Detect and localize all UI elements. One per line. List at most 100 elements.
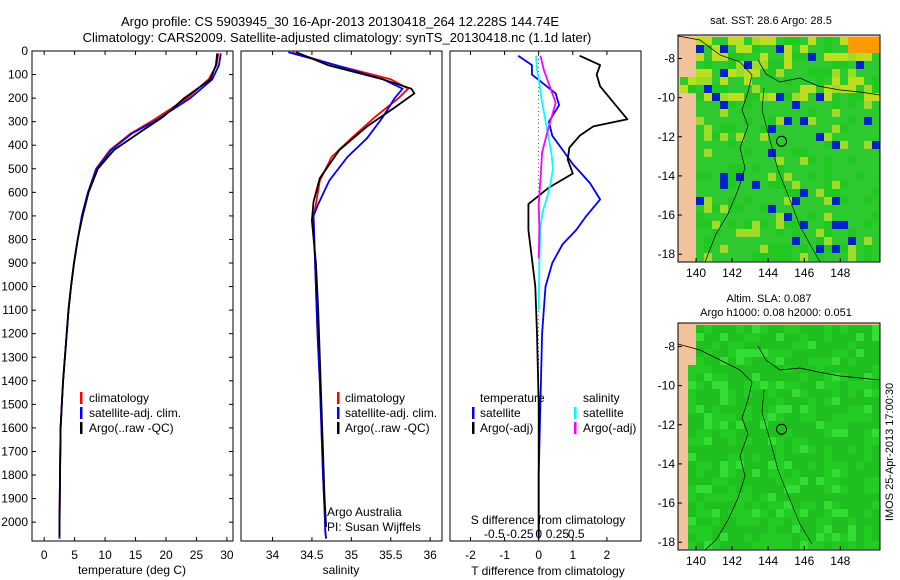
sst-cell bbox=[848, 205, 857, 214]
sst-cell bbox=[792, 125, 801, 134]
sla-cell bbox=[824, 397, 833, 406]
sst-cell bbox=[768, 125, 777, 134]
sla-cell bbox=[776, 357, 785, 366]
sst-cell bbox=[848, 125, 857, 134]
sst-map-frame bbox=[677, 34, 881, 263]
sla-cell bbox=[784, 397, 793, 406]
sla-cell bbox=[728, 389, 737, 398]
sst-cell bbox=[712, 149, 721, 158]
sla-cell bbox=[736, 325, 745, 334]
sst-cell bbox=[800, 245, 809, 254]
sst-cell bbox=[784, 181, 793, 190]
sla-cell bbox=[768, 533, 777, 542]
sst-cell bbox=[760, 69, 769, 78]
sla-cell bbox=[712, 509, 721, 518]
sst-cell bbox=[824, 189, 833, 198]
sst-cell bbox=[872, 109, 881, 118]
sla-cell bbox=[848, 349, 857, 358]
sla-cell bbox=[792, 525, 801, 534]
sla-cell bbox=[816, 445, 825, 454]
sst-cell bbox=[856, 61, 865, 70]
sst-cell bbox=[816, 61, 825, 70]
temperature-series-argo-raw-qc bbox=[58, 53, 219, 537]
sst-cell bbox=[760, 189, 769, 198]
sla-cell bbox=[792, 437, 801, 446]
sst-cell bbox=[744, 133, 753, 142]
sst-cell bbox=[728, 229, 737, 238]
sst-cell bbox=[872, 69, 881, 78]
sst-cell bbox=[784, 141, 793, 150]
sst-cell bbox=[840, 173, 849, 182]
sst-cell bbox=[840, 189, 849, 198]
sst-cell bbox=[720, 69, 729, 78]
sst-cell bbox=[848, 173, 857, 182]
sst-cell bbox=[808, 197, 817, 206]
sla-cell bbox=[808, 373, 817, 382]
sla-cell bbox=[768, 541, 777, 550]
sla-cell bbox=[760, 413, 769, 422]
depth-tick-label: 1300 bbox=[1, 350, 28, 364]
sst-cell bbox=[776, 213, 785, 222]
sla-cell bbox=[856, 453, 865, 462]
sst-cell bbox=[696, 45, 705, 54]
sla-cell bbox=[816, 389, 825, 398]
sst-cell bbox=[776, 157, 785, 166]
sst-cell bbox=[800, 45, 809, 54]
sst-cell bbox=[712, 53, 721, 62]
sst-cell bbox=[768, 77, 777, 86]
sst-cell bbox=[808, 133, 817, 142]
sla-cell bbox=[696, 381, 705, 390]
sla-cell bbox=[832, 373, 841, 382]
sst-cell bbox=[776, 205, 785, 214]
sla-cell bbox=[864, 397, 873, 406]
sla-cell bbox=[752, 517, 761, 526]
sla-cell bbox=[816, 501, 825, 510]
sst-cell bbox=[696, 149, 705, 158]
sla-cell bbox=[816, 365, 825, 374]
sst-cell bbox=[760, 93, 769, 102]
sst-cell bbox=[760, 37, 769, 46]
sla-cell bbox=[712, 469, 721, 478]
sst-cell bbox=[864, 45, 873, 54]
sst-cell bbox=[864, 165, 873, 174]
sla-cell bbox=[792, 509, 801, 518]
sla-cell bbox=[704, 413, 713, 422]
sst-cell bbox=[776, 221, 785, 230]
sst-cell bbox=[840, 109, 849, 118]
sst-cell bbox=[696, 141, 705, 150]
sla-cell bbox=[776, 453, 785, 462]
sla-cell bbox=[824, 381, 833, 390]
sla-cell bbox=[696, 373, 705, 382]
sst-cell bbox=[816, 85, 825, 94]
depth-tick-label: 1600 bbox=[1, 421, 28, 435]
sla-cell bbox=[824, 533, 833, 542]
sst-cell bbox=[712, 109, 721, 118]
sla-cell bbox=[784, 325, 793, 334]
sst-cell bbox=[832, 157, 841, 166]
sla-cell bbox=[832, 421, 841, 430]
sst-cell bbox=[816, 117, 825, 126]
sla-cell bbox=[808, 533, 817, 542]
sst-cell bbox=[792, 165, 801, 174]
sla-cell bbox=[744, 485, 753, 494]
depth-tick-label: 200 bbox=[8, 91, 28, 105]
sst-cell bbox=[816, 229, 825, 238]
sst-cell bbox=[744, 253, 753, 262]
sst-cell bbox=[712, 165, 721, 174]
difference-xtick-label: -1 bbox=[499, 548, 510, 562]
sla-cell bbox=[776, 397, 785, 406]
sst-cell bbox=[808, 37, 817, 46]
sla-cell bbox=[768, 517, 777, 526]
sst-cell bbox=[768, 45, 777, 54]
sla-cell bbox=[736, 349, 745, 358]
sla-cell bbox=[792, 333, 801, 342]
sla-cell bbox=[776, 429, 785, 438]
sst-cell bbox=[736, 61, 745, 70]
sla-cell bbox=[752, 325, 761, 334]
sla-cell bbox=[720, 509, 729, 518]
sst-cell bbox=[768, 37, 777, 46]
sla-cell bbox=[688, 437, 697, 446]
sst-cell bbox=[816, 37, 825, 46]
sst-cell bbox=[696, 109, 705, 118]
sst-cell bbox=[784, 221, 793, 230]
